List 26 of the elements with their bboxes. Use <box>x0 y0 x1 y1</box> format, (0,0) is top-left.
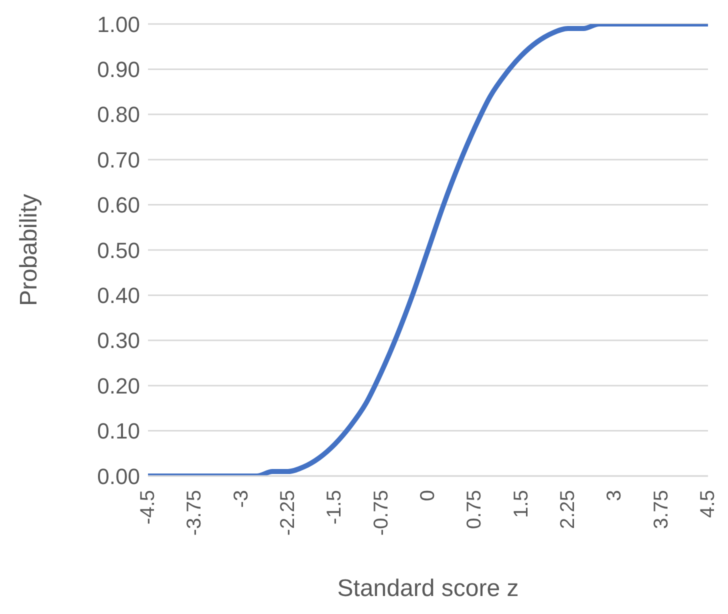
y-tick-label: 0.70 <box>97 147 140 172</box>
x-tick-label: -2.25 <box>277 490 299 536</box>
y-tick-label: 0.80 <box>97 102 140 128</box>
y-tick-label: 0.10 <box>97 418 140 444</box>
x-tick-label: 4.5 <box>697 490 719 518</box>
x-tick-label: 3 <box>604 490 626 502</box>
x-tick-label: 3.75 <box>650 490 672 529</box>
x-tick-label: -0.75 <box>370 490 392 536</box>
x-tick-label: -3.75 <box>184 490 206 536</box>
y-axis-title: Probability <box>16 194 43 306</box>
x-axis-title: Standard score z <box>337 575 519 602</box>
x-tick-label: -3 <box>230 490 252 508</box>
x-tick-label: -4.5 <box>137 490 159 524</box>
y-tick-label: 0.00 <box>97 464 140 489</box>
y-tick-label: 0.30 <box>97 328 140 354</box>
y-tick-label: 0.50 <box>97 238 140 263</box>
x-tick-label: 0.75 <box>464 490 486 529</box>
y-tick-label: 0.60 <box>97 192 140 218</box>
y-tick-label: 0.90 <box>97 57 140 82</box>
x-tick-label: 1.5 <box>510 490 532 518</box>
y-tick-label: 0.40 <box>97 283 140 308</box>
x-tick-label: 2.25 <box>557 490 579 529</box>
x-tick-label: 0 <box>417 490 439 502</box>
y-tick-label: 0.20 <box>97 373 140 398</box>
y-tick-label: 1.00 <box>97 12 140 37</box>
x-tick-label: -1.5 <box>324 490 346 524</box>
